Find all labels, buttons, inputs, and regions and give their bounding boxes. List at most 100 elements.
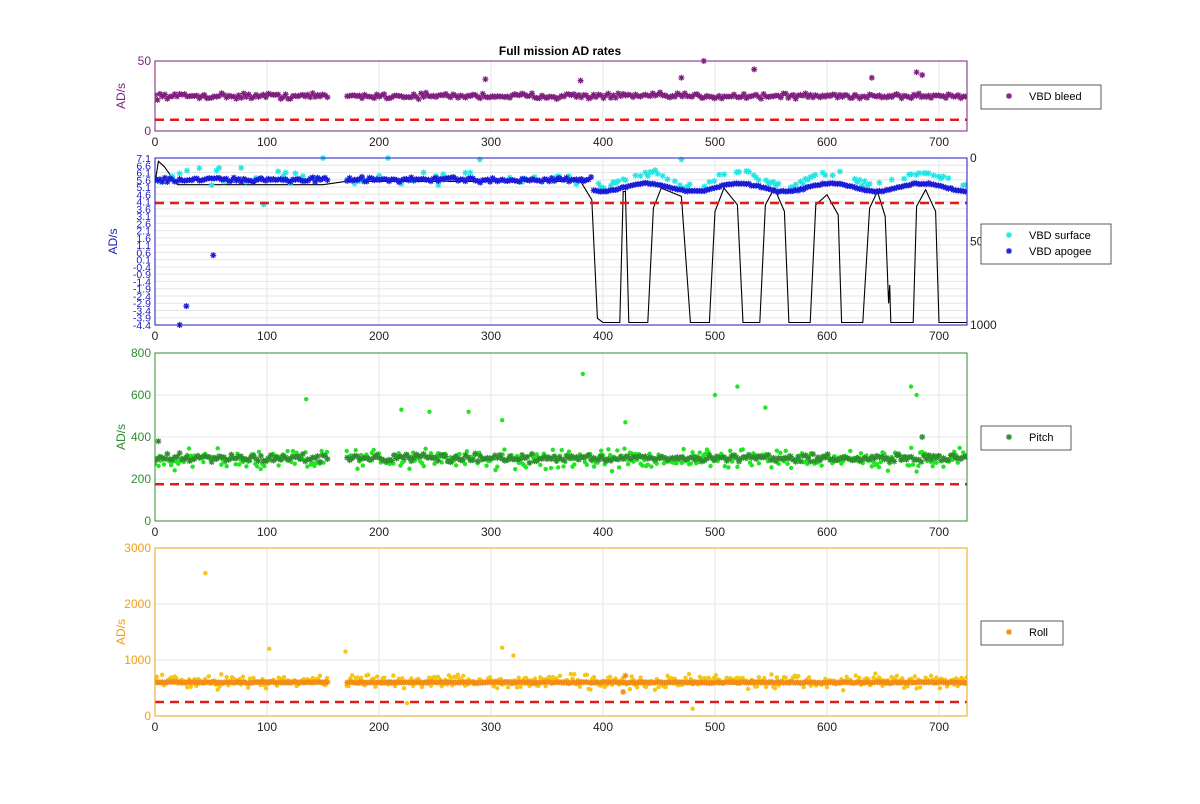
data-point xyxy=(836,168,843,175)
data-point xyxy=(632,172,639,179)
data-point xyxy=(536,177,543,184)
data-point xyxy=(824,684,830,690)
data-point xyxy=(802,184,809,191)
data-point xyxy=(460,456,466,463)
data-point xyxy=(528,90,535,97)
data-point xyxy=(607,674,613,680)
data-point xyxy=(423,89,430,96)
data-point xyxy=(285,178,292,185)
data-point xyxy=(482,177,489,184)
data-point xyxy=(656,684,661,690)
data-point xyxy=(275,91,282,98)
data-point xyxy=(240,90,247,97)
data-point xyxy=(839,454,846,461)
data-point xyxy=(553,457,560,464)
data-point xyxy=(664,183,671,190)
data-point xyxy=(765,180,772,187)
data-point xyxy=(679,187,686,194)
data-point xyxy=(908,95,915,102)
data-point xyxy=(447,175,454,182)
data-point xyxy=(876,92,883,99)
data-point xyxy=(382,675,387,680)
data-point xyxy=(190,464,195,469)
data-point xyxy=(244,464,249,469)
data-point xyxy=(945,175,952,182)
data-point-outlier xyxy=(511,653,516,658)
data-point xyxy=(952,93,959,100)
data-point xyxy=(551,94,558,101)
data-point xyxy=(896,452,903,459)
data-point xyxy=(577,684,582,689)
data-point-outlier xyxy=(919,72,926,78)
y-tick-label: 6.6 xyxy=(136,160,151,172)
data-point xyxy=(487,675,493,680)
data-point xyxy=(440,176,447,183)
data-point xyxy=(524,453,531,460)
axes-frame xyxy=(154,547,968,717)
data-point xyxy=(312,178,319,185)
data-point xyxy=(859,186,866,193)
data-point xyxy=(829,172,836,179)
data-point xyxy=(184,679,191,686)
data-point xyxy=(543,95,550,102)
data-point xyxy=(940,183,947,190)
data-point xyxy=(849,95,856,102)
data-point xyxy=(307,456,314,463)
data-point xyxy=(188,684,194,689)
data-point xyxy=(760,184,767,191)
data-point xyxy=(561,93,568,100)
data-point xyxy=(893,451,900,458)
data-point xyxy=(615,178,622,185)
data-point-outlier xyxy=(913,69,920,76)
data-point xyxy=(174,93,181,100)
data-point xyxy=(768,186,774,193)
data-point xyxy=(738,93,745,100)
data-point xyxy=(851,176,858,183)
data-point xyxy=(159,93,166,100)
data-point xyxy=(289,453,296,460)
series-layer xyxy=(155,571,967,711)
data-point xyxy=(211,454,218,461)
data-point xyxy=(561,176,568,183)
data-point xyxy=(605,90,612,97)
legend-marker xyxy=(1006,248,1012,254)
data-point xyxy=(790,187,797,194)
data-point xyxy=(659,454,666,461)
data-point xyxy=(888,176,895,183)
data-point xyxy=(258,466,263,472)
data-point xyxy=(649,180,656,187)
data-point xyxy=(664,176,671,183)
data-point xyxy=(270,457,277,464)
data-point xyxy=(622,184,629,191)
x-tick-label: 700 xyxy=(929,720,949,734)
data-point xyxy=(735,94,742,101)
data-point xyxy=(822,454,829,461)
data-point xyxy=(612,455,619,462)
data-point xyxy=(861,178,868,185)
data-point xyxy=(344,448,349,454)
data-point xyxy=(287,679,294,686)
data-point xyxy=(179,91,186,98)
data-point xyxy=(731,452,738,459)
data-point xyxy=(918,458,925,465)
legend-label: VBD bleed xyxy=(1029,91,1082,103)
data-point xyxy=(620,455,627,462)
data-point xyxy=(506,94,513,101)
data-point xyxy=(792,181,799,188)
data-point xyxy=(504,93,511,100)
data-point xyxy=(923,455,930,462)
data-point xyxy=(245,685,251,690)
data-point xyxy=(435,182,442,189)
data-point xyxy=(797,458,804,465)
data-point xyxy=(408,174,415,181)
data-point xyxy=(354,453,361,460)
data-point xyxy=(891,92,898,99)
data-point xyxy=(708,463,713,469)
data-point xyxy=(452,453,459,460)
panel-2: 0 100 200 300 400 500 600 700 7.16.66.15.65.14.6… xyxy=(106,151,1112,343)
panels: 0 100 200 300 400 500 600 700 0 50 AD/s VBD bleed 0 1… xyxy=(106,54,1112,734)
data-point xyxy=(425,176,432,183)
data-point xyxy=(398,453,405,460)
x-tick-label: 700 xyxy=(929,329,949,343)
data-point xyxy=(253,91,260,98)
